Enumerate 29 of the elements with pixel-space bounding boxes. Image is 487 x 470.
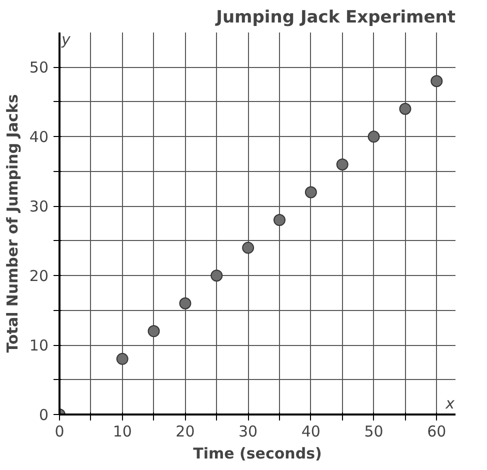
x-tick-label: 30	[238, 422, 258, 440]
point	[179, 297, 192, 310]
point	[274, 214, 286, 226]
point	[148, 325, 160, 338]
point	[368, 130, 380, 143]
x-tick-label: 10	[112, 422, 132, 440]
point	[242, 242, 254, 254]
x-tick-label: 0	[54, 422, 64, 440]
point	[116, 352, 128, 365]
y-tick-label: 30	[29, 198, 49, 216]
y-tick-label: 20	[29, 267, 49, 286]
x-tick-label: 20	[176, 422, 195, 440]
point	[210, 270, 223, 282]
y-axis-title: Total Number of Jumping Jacks	[3, 94, 22, 353]
chart-title: Jumping Jack Experiment	[215, 8, 456, 28]
annotation: y	[60, 30, 72, 48]
point	[430, 75, 443, 88]
point	[336, 158, 348, 170]
y-tick-label: 10	[29, 336, 49, 355]
x-axis-title: Time (seconds)	[193, 444, 322, 462]
point	[399, 102, 412, 115]
y-tick-label: 50	[29, 58, 49, 77]
y-tick-label: 40	[29, 128, 49, 146]
x-tick-label: 50	[364, 422, 384, 440]
point	[304, 186, 317, 198]
x-tick-label: 60	[427, 422, 446, 440]
x-tick-label: 40	[301, 422, 320, 440]
annotation: x	[444, 394, 455, 412]
y-tick-label: 0	[38, 406, 49, 424]
